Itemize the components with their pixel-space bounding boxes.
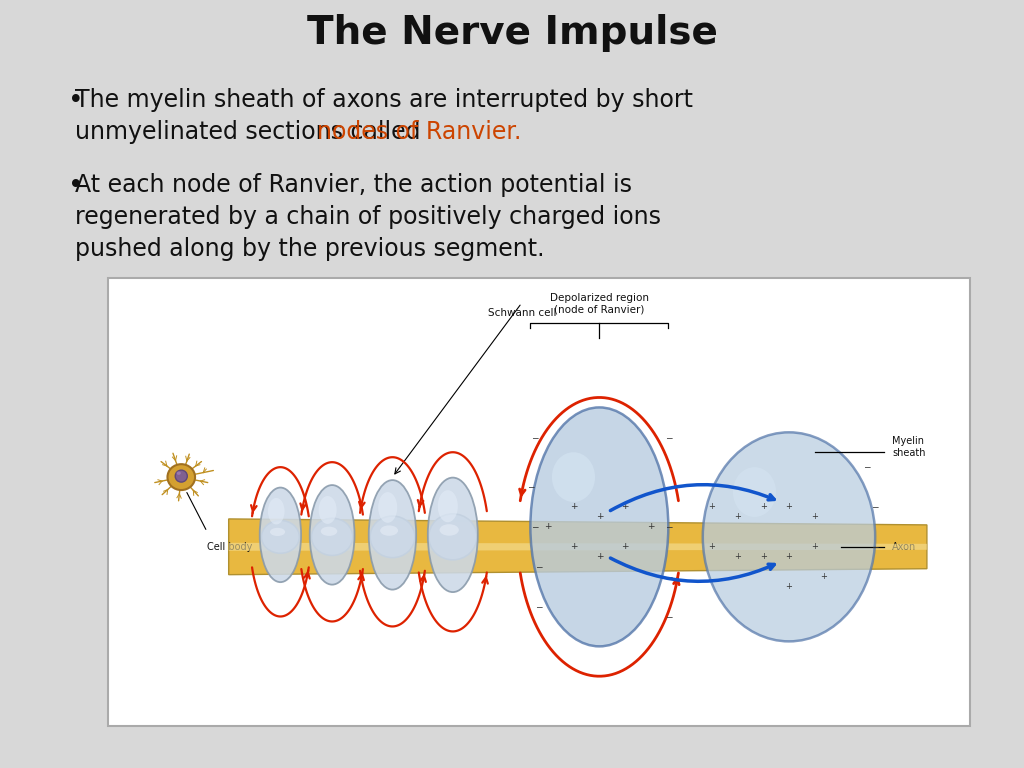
- Text: +: +: [569, 502, 578, 511]
- Text: Myelin
sheath: Myelin sheath: [893, 436, 926, 458]
- Ellipse shape: [438, 490, 458, 522]
- Ellipse shape: [311, 518, 353, 555]
- Text: Cell body: Cell body: [207, 541, 253, 552]
- Polygon shape: [228, 519, 927, 574]
- Text: +: +: [596, 552, 603, 561]
- Text: •: •: [68, 88, 84, 114]
- Text: +: +: [544, 522, 551, 531]
- Text: +: +: [734, 512, 740, 521]
- Text: +: +: [811, 512, 818, 521]
- Text: +: +: [734, 552, 740, 561]
- Text: −: −: [526, 482, 535, 492]
- Ellipse shape: [321, 527, 337, 536]
- Text: Axon: Axon: [893, 541, 916, 551]
- Text: −: −: [530, 433, 539, 442]
- Text: nodes of Ranvier.: nodes of Ranvier.: [317, 120, 521, 144]
- Text: −: −: [665, 572, 672, 581]
- Ellipse shape: [702, 432, 876, 641]
- Text: +: +: [596, 512, 603, 521]
- Text: +: +: [785, 582, 793, 591]
- Text: •: •: [68, 173, 84, 199]
- Text: +: +: [811, 542, 818, 551]
- Text: The Nerve Impulse: The Nerve Impulse: [306, 14, 718, 52]
- Text: At each node of Ranvier, the action potential is: At each node of Ranvier, the action pote…: [75, 173, 632, 197]
- Bar: [108, 278, 970, 726]
- Text: +: +: [785, 552, 793, 561]
- Text: +: +: [622, 502, 629, 511]
- Text: +: +: [708, 502, 715, 511]
- Ellipse shape: [318, 496, 337, 524]
- Text: +: +: [647, 522, 654, 531]
- Text: −: −: [536, 562, 543, 571]
- Ellipse shape: [260, 488, 301, 582]
- Ellipse shape: [429, 514, 477, 560]
- Ellipse shape: [176, 472, 181, 475]
- Ellipse shape: [552, 452, 595, 502]
- Ellipse shape: [175, 470, 187, 482]
- Text: −: −: [665, 612, 672, 621]
- Ellipse shape: [370, 516, 415, 558]
- Text: unmyelinated sections called: unmyelinated sections called: [75, 120, 428, 144]
- Text: +: +: [708, 542, 715, 551]
- Text: −: −: [871, 502, 879, 511]
- Text: +: +: [622, 542, 629, 551]
- Text: −: −: [536, 602, 543, 611]
- Text: +: +: [569, 542, 578, 551]
- Ellipse shape: [309, 485, 354, 584]
- Text: +: +: [760, 502, 767, 511]
- Ellipse shape: [270, 528, 285, 536]
- Text: Schwann cell: Schwann cell: [487, 308, 556, 318]
- Ellipse shape: [439, 525, 459, 536]
- Ellipse shape: [168, 464, 195, 490]
- Text: −: −: [871, 542, 879, 551]
- Text: −: −: [665, 433, 672, 442]
- Ellipse shape: [428, 478, 478, 592]
- Text: regenerated by a chain of positively charged ions: regenerated by a chain of positively cha…: [75, 205, 662, 229]
- Ellipse shape: [530, 407, 669, 647]
- Ellipse shape: [380, 525, 398, 536]
- Ellipse shape: [733, 467, 776, 517]
- Ellipse shape: [261, 521, 299, 553]
- Text: −: −: [530, 522, 539, 531]
- Text: pushed along by the previous segment.: pushed along by the previous segment.: [75, 237, 545, 261]
- Text: +: +: [785, 502, 793, 511]
- Text: −: −: [863, 462, 870, 472]
- Text: The myelin sheath of axons are interrupted by short: The myelin sheath of axons are interrupt…: [75, 88, 693, 112]
- Text: +: +: [820, 572, 827, 581]
- Ellipse shape: [268, 498, 285, 525]
- Text: −: −: [665, 522, 672, 531]
- Text: +: +: [760, 552, 767, 561]
- Ellipse shape: [369, 480, 416, 590]
- Text: Depolarized region
(node of Ranvier): Depolarized region (node of Ranvier): [550, 293, 649, 315]
- Ellipse shape: [378, 492, 397, 523]
- Text: −: −: [669, 482, 677, 492]
